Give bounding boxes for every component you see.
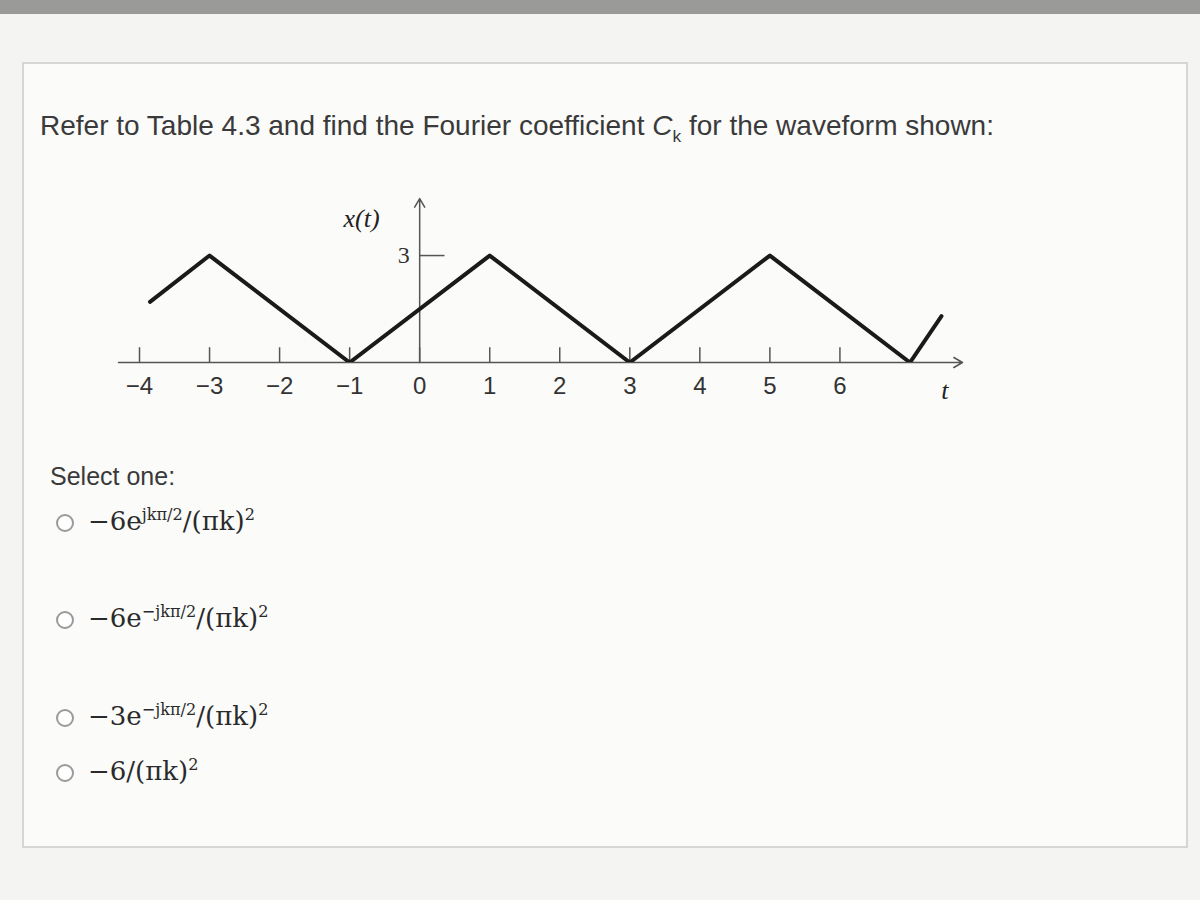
svg-text:−4: −4: [126, 372, 153, 399]
svg-text:4: 4: [693, 372, 706, 399]
svg-text:−3: −3: [196, 372, 223, 399]
svg-text:5: 5: [763, 372, 776, 399]
svg-text:−1: −1: [336, 372, 363, 399]
html-text:−3e−jkπ/2/(πk)2: −3e−jkπ/2/(πk)2: [88, 700, 269, 731]
svg-text:6: 6: [833, 372, 846, 399]
svg-text:−2: −2: [266, 372, 293, 399]
svg-text:t: t: [941, 376, 949, 405]
svg-text:3: 3: [398, 242, 410, 268]
html-text:−6e−jkπ/2/(πk)2: −6e−jkπ/2/(πk)2: [88, 602, 269, 633]
html-text:−6/(πk)2: −6/(πk)2: [88, 755, 199, 786]
html-text:Select one:: Select one:: [50, 462, 176, 490]
html-text:−6ejkπ/2/(πk)2: −6ejkπ/2/(πk)2: [88, 505, 255, 536]
svg-text:2: 2: [553, 372, 566, 399]
svg-text:x(t): x(t): [343, 204, 380, 233]
svg-text:1: 1: [483, 372, 496, 399]
svg-text:0: 0: [413, 372, 426, 399]
html-text:Refer to Table 4.3 and find th: Refer to Table 4.3 and find the Fourier …: [40, 110, 994, 146]
svg-text:3: 3: [623, 372, 636, 399]
